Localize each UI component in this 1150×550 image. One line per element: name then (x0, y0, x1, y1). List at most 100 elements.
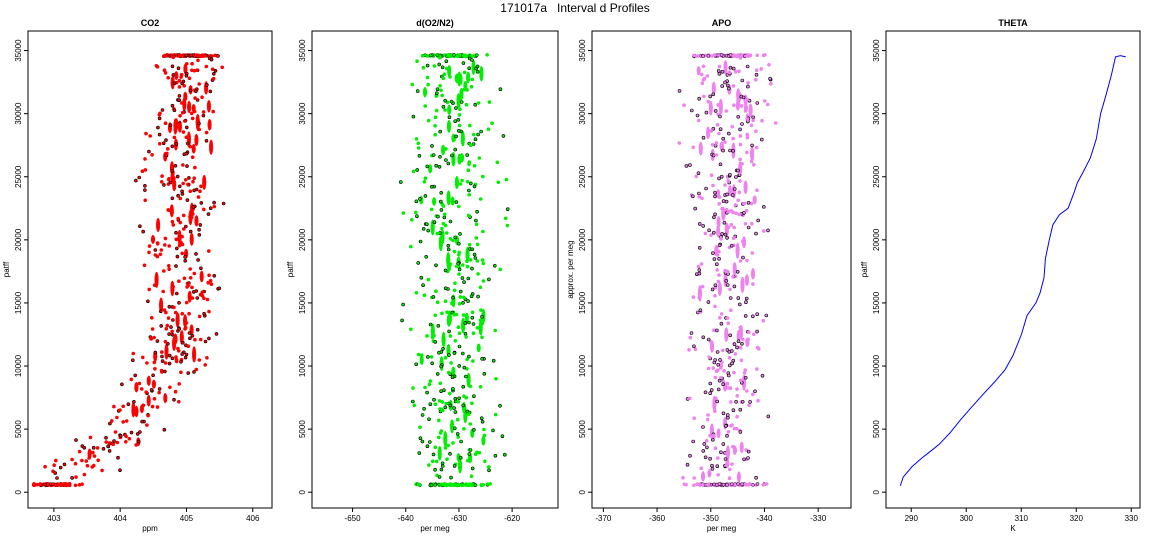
data-point (171, 318, 175, 322)
data-point (207, 273, 211, 278)
data-point (153, 350, 158, 355)
data-point (141, 403, 146, 408)
data-point (168, 180, 173, 185)
data-point (446, 247, 451, 252)
data-point (192, 176, 196, 180)
data-point (185, 61, 189, 66)
data-point (728, 65, 733, 70)
data-point (192, 370, 196, 374)
data-point (705, 417, 710, 422)
y-tick-label: 15000 (872, 291, 881, 314)
data-point (740, 399, 745, 404)
data-point (422, 406, 426, 411)
data-point (183, 327, 187, 331)
data-point (735, 387, 739, 391)
data-point (498, 403, 502, 408)
data-point (182, 84, 186, 88)
data-point (212, 204, 217, 209)
data-point (706, 413, 710, 417)
data-point (196, 258, 200, 262)
data-point (181, 181, 185, 186)
data-point (143, 188, 147, 192)
data-point (699, 72, 704, 77)
y-axis-label: patff (2, 261, 11, 277)
y-tick-label: 20000 (872, 228, 881, 251)
data-point (446, 243, 451, 248)
data-point (203, 339, 208, 344)
data-point (192, 271, 197, 276)
data-point (160, 354, 164, 359)
data-point (738, 142, 743, 147)
data-point (180, 234, 184, 239)
data-point (202, 311, 206, 316)
data-point (452, 426, 457, 431)
data-point (140, 419, 144, 424)
data-cluster (441, 144, 446, 156)
data-point (725, 381, 730, 386)
data-point (190, 333, 195, 338)
data-point (693, 347, 698, 352)
data-point (460, 263, 465, 267)
data-point (438, 129, 443, 134)
data-point (706, 337, 711, 342)
data-point (720, 84, 725, 88)
data-point (115, 415, 119, 420)
data-point (167, 177, 171, 181)
data-point (180, 311, 185, 316)
data-point (408, 327, 413, 332)
data-point (738, 325, 743, 330)
data-point (438, 84, 442, 88)
data-point (726, 179, 731, 183)
data-point (185, 125, 189, 130)
data-cluster (700, 471, 706, 482)
data-point (691, 295, 696, 299)
data-point (441, 482, 446, 487)
data-point (174, 230, 178, 235)
data-point (146, 413, 150, 418)
data-point (180, 242, 185, 247)
data-point (719, 312, 724, 316)
data-cluster (446, 119, 452, 133)
data-point (743, 222, 748, 226)
data-cluster (174, 118, 179, 131)
y-tick-label: 30000 (14, 102, 23, 125)
data-point (156, 125, 160, 130)
data-point (463, 331, 468, 336)
data-point (754, 72, 759, 77)
data-point (475, 450, 479, 455)
data-point (741, 95, 746, 100)
data-point (736, 115, 741, 119)
data-point (429, 355, 434, 359)
y-axis-label: patff (286, 261, 295, 277)
data-point (436, 323, 441, 328)
data-point (429, 483, 434, 488)
data-point (733, 203, 738, 207)
data-point (152, 283, 157, 288)
data-point (711, 230, 716, 235)
data-cluster (202, 174, 207, 190)
data-point (167, 53, 172, 58)
data-point (188, 229, 193, 234)
data-point (711, 183, 715, 188)
data-point (452, 53, 456, 57)
data-point (737, 190, 742, 195)
data-point (754, 231, 758, 236)
data-cluster (207, 118, 212, 131)
data-point (177, 122, 182, 127)
data-point (677, 141, 682, 145)
data-cluster (450, 196, 455, 206)
data-cluster (438, 235, 443, 252)
data-point (457, 113, 462, 117)
data-point (725, 433, 729, 438)
data-point (189, 53, 193, 58)
data-point (697, 191, 701, 196)
data-point (751, 163, 756, 167)
x-tick-label: -340 (756, 514, 773, 523)
data-point (112, 404, 116, 409)
data-point (179, 72, 184, 77)
data-point (703, 390, 708, 395)
data-point (471, 132, 476, 137)
plot-frame (311, 30, 559, 509)
data-point (197, 82, 201, 86)
data-point (469, 294, 474, 299)
